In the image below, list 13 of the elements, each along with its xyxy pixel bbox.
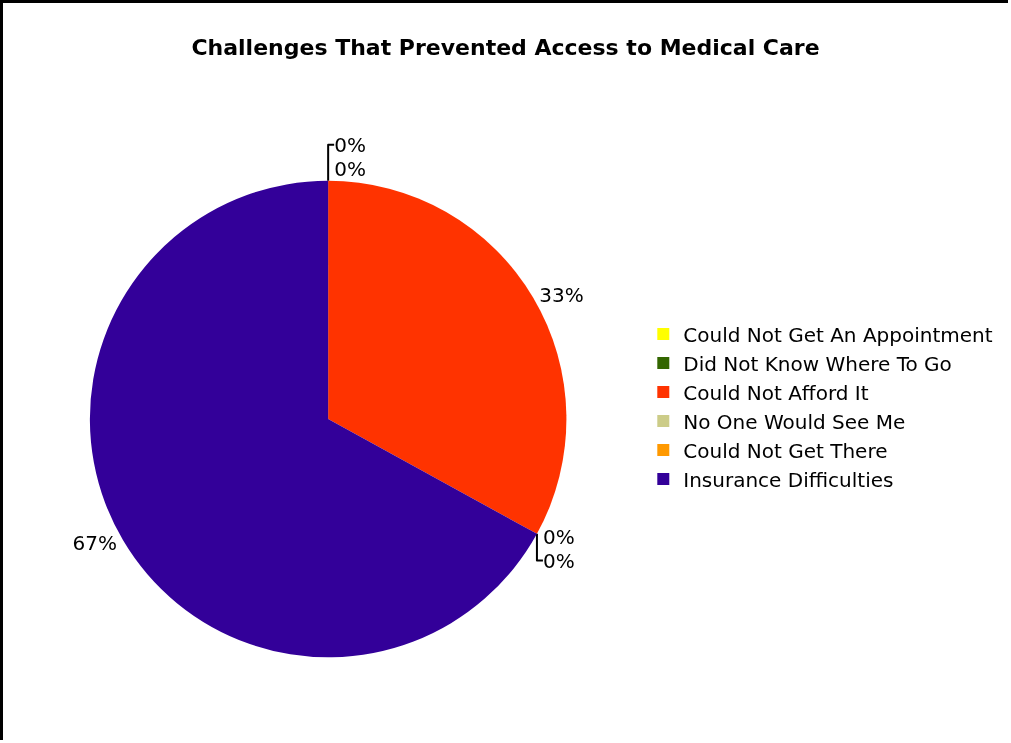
legend-label: Could Not Get There — [683, 438, 888, 463]
legend-label: No One Would See Me — [683, 409, 906, 434]
data-label: 33% — [539, 282, 584, 307]
text: 0% — [334, 156, 366, 181]
data-label: 67% — [72, 531, 118, 556]
legend-label: Insurance Difficulties — [683, 467, 894, 492]
chart-title: Challenges That Prevented Access to Medical Care — [191, 35, 820, 61]
text: 0% — [542, 524, 575, 549]
text: 0% — [542, 548, 575, 573]
legend-label: Did Not Know Where To Go — [683, 351, 952, 376]
text: 0% — [334, 132, 366, 157]
legend-label: Could Not Afford It — [683, 380, 869, 405]
legend-label: Could Not Get An Appointment — [683, 322, 993, 347]
